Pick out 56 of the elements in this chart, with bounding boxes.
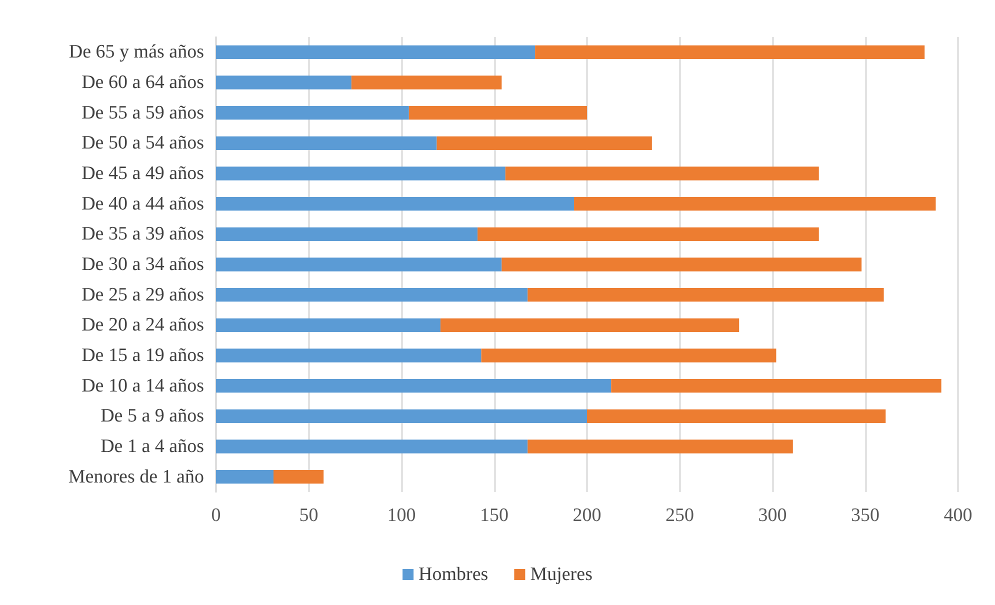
legend-label: Hombres bbox=[418, 564, 488, 585]
x-tick-label: 0 bbox=[211, 505, 221, 526]
bar bbox=[216, 106, 409, 120]
bar bbox=[216, 348, 482, 362]
bar bbox=[216, 166, 506, 180]
bar bbox=[478, 227, 819, 241]
y-tick-label: De 10 a 14 años bbox=[82, 375, 204, 396]
x-tick-label: 300 bbox=[758, 505, 787, 526]
bar bbox=[216, 440, 528, 454]
bar bbox=[216, 379, 612, 393]
y-tick-label: De 65 y más años bbox=[68, 42, 204, 63]
bar bbox=[216, 45, 536, 59]
bar bbox=[216, 409, 587, 423]
y-tick-label: Menores de 1 año bbox=[68, 466, 204, 488]
x-tick-label: 50 bbox=[299, 505, 318, 526]
bar bbox=[216, 470, 274, 484]
bar bbox=[587, 409, 886, 423]
y-tick-label: De 50 a 54 años bbox=[82, 132, 204, 154]
bar bbox=[535, 45, 925, 59]
y-tick-label: De 1 a 4 años bbox=[100, 436, 204, 457]
bar bbox=[574, 197, 936, 211]
bar bbox=[481, 348, 776, 362]
bar bbox=[440, 318, 740, 332]
x-tick-label: 200 bbox=[572, 505, 602, 526]
bar bbox=[216, 318, 440, 332]
y-tick-label: De 5 a 9 años bbox=[100, 406, 204, 427]
bar bbox=[611, 379, 942, 393]
bar bbox=[528, 288, 884, 302]
bar bbox=[216, 227, 478, 241]
y-tick-label: De 30 a 34 años bbox=[82, 254, 204, 275]
y-tick-label: De 15 a 19 años bbox=[82, 345, 204, 366]
bar bbox=[351, 76, 502, 90]
y-tick-label: De 20 a 24 años bbox=[82, 314, 204, 336]
legend-label: Mujeres bbox=[530, 564, 592, 585]
x-tick-label: 400 bbox=[944, 505, 972, 526]
bar bbox=[505, 166, 819, 180]
x-tick-label: 150 bbox=[480, 505, 508, 526]
x-tick-label: 350 bbox=[851, 505, 880, 526]
y-tick-label: De 40 a 44 años bbox=[82, 193, 204, 214]
bar bbox=[436, 136, 652, 150]
bar bbox=[216, 288, 528, 302]
y-tick-label: De 60 a 64 años bbox=[82, 72, 204, 93]
bar bbox=[216, 136, 437, 150]
y-tick-label: De 35 a 39 años bbox=[82, 224, 204, 245]
bar bbox=[502, 258, 862, 272]
bar bbox=[216, 197, 574, 211]
x-tick-label: 100 bbox=[387, 505, 416, 526]
y-tick-label: De 25 a 29 años bbox=[82, 284, 204, 306]
bar bbox=[408, 106, 587, 120]
y-tick-label: De 45 a 49 años bbox=[82, 163, 204, 184]
bar bbox=[528, 440, 793, 454]
bar bbox=[274, 470, 324, 484]
bar bbox=[216, 258, 502, 272]
x-tick-label: 250 bbox=[666, 505, 694, 526]
y-tick-label: De 55 a 59 años bbox=[82, 102, 204, 124]
bar bbox=[216, 76, 352, 90]
